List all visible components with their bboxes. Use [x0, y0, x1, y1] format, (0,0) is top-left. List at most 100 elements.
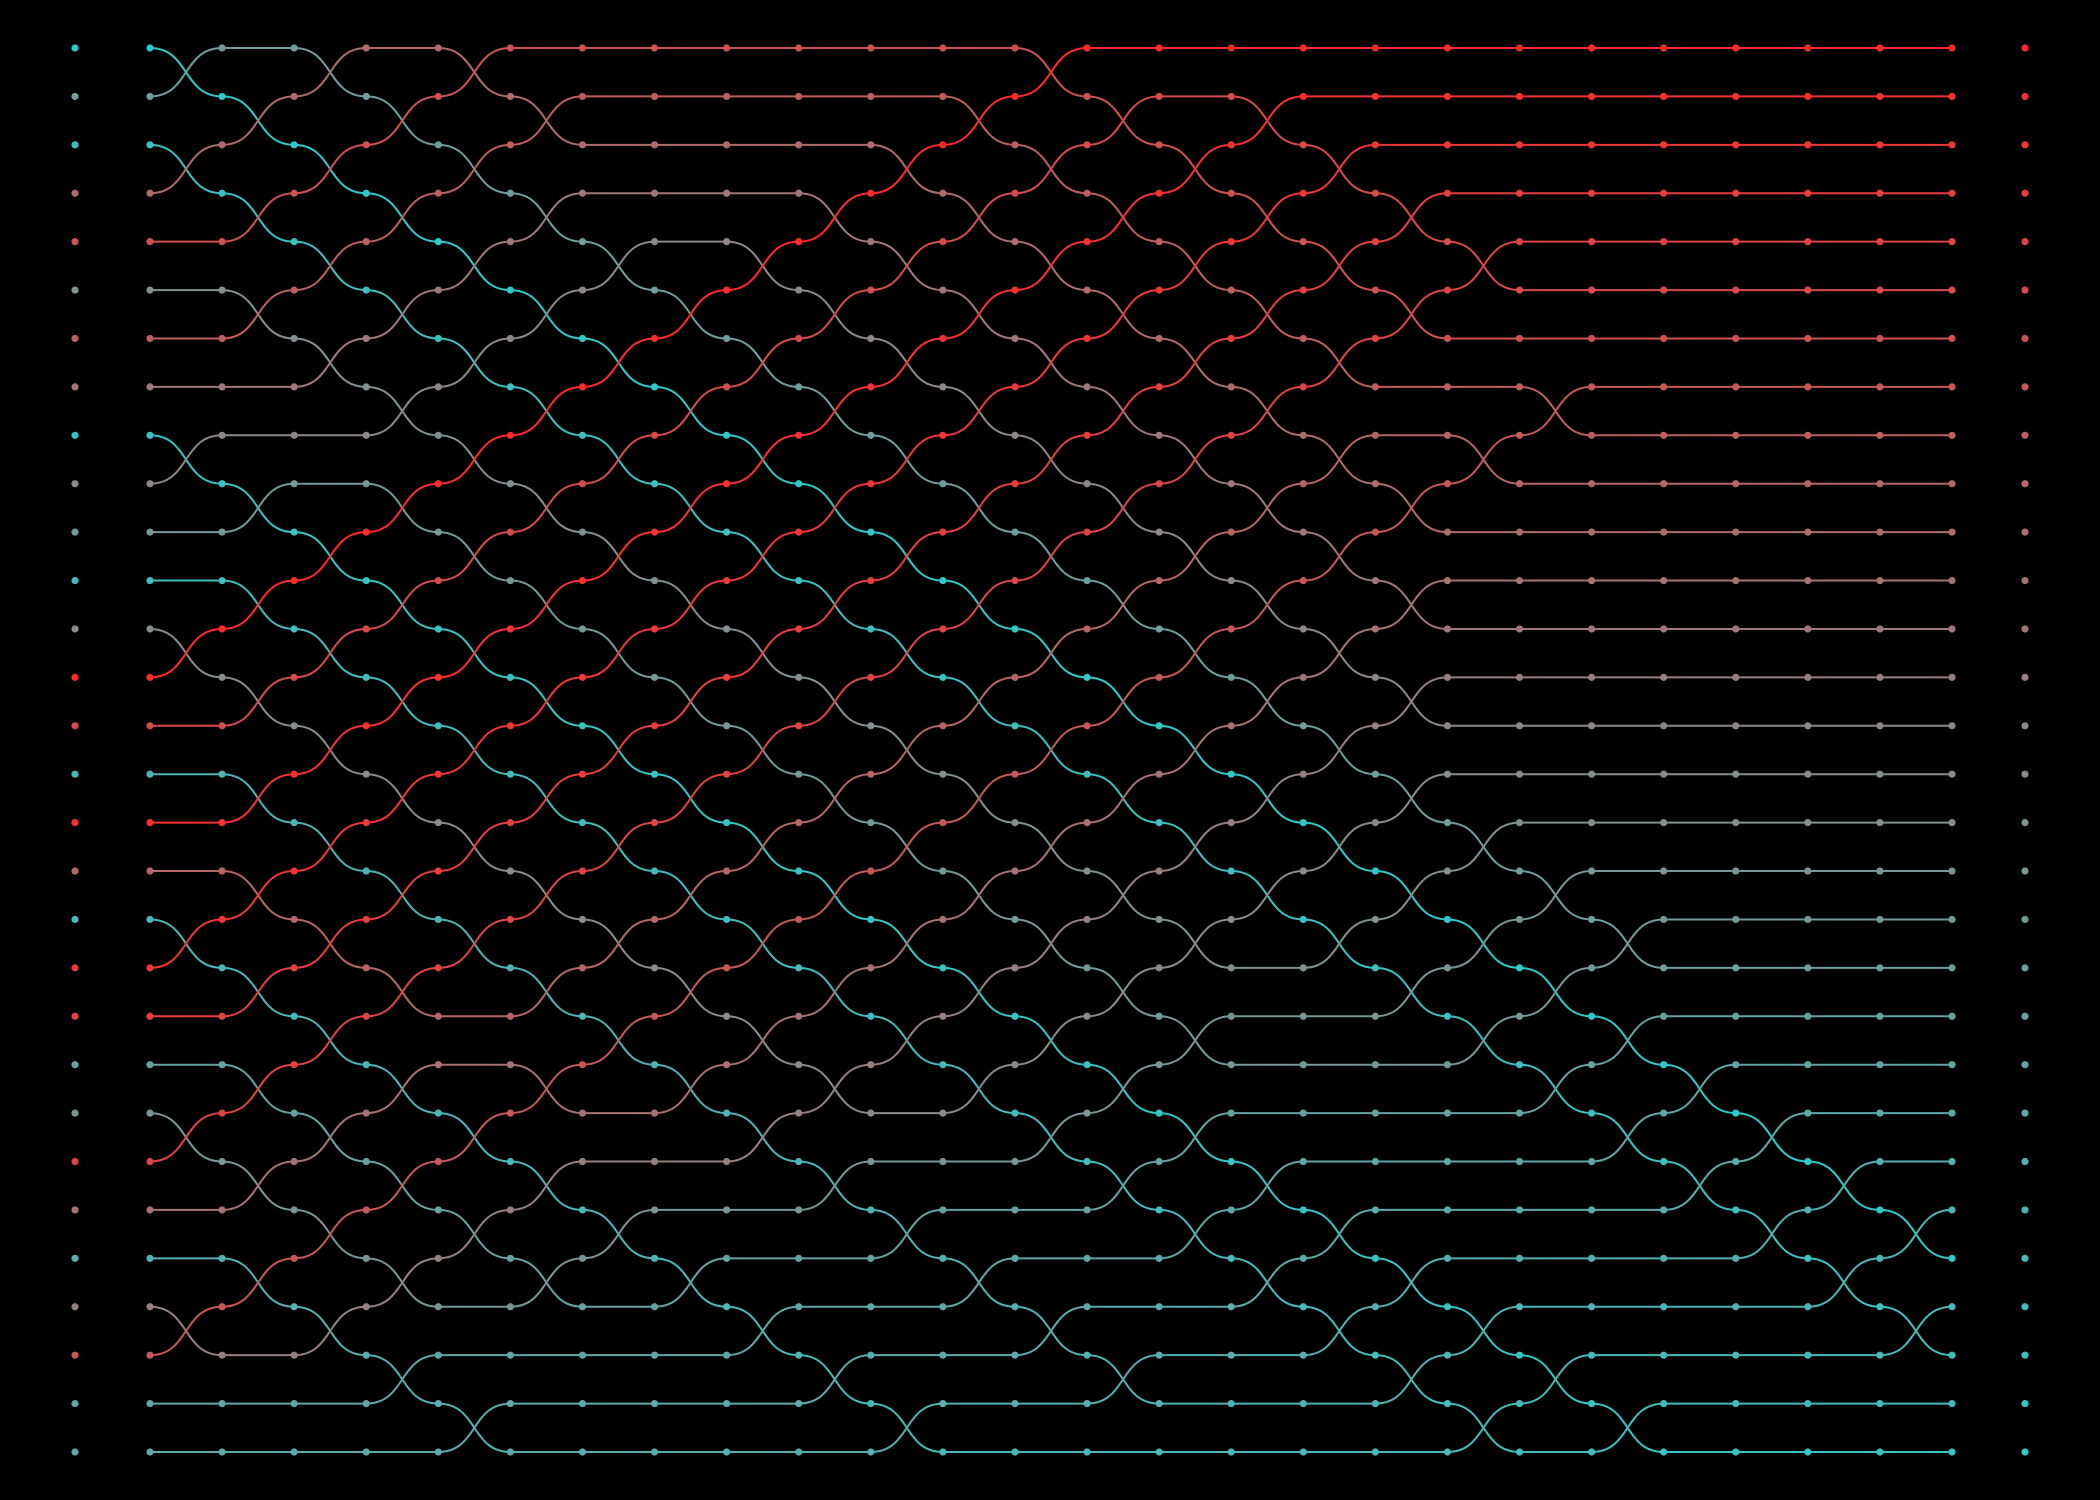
step-node [1371, 431, 1379, 439]
step-node [1011, 1399, 1019, 1408]
step-node [1011, 1448, 1019, 1456]
step-node [218, 1061, 226, 1069]
step-node [1443, 625, 1452, 633]
step-node [1588, 141, 1596, 149]
step-node [1227, 286, 1235, 294]
element-wire-1 [149, 434, 1952, 1453]
step-node [1155, 528, 1163, 536]
step-node [218, 1157, 226, 1166]
step-node [362, 1303, 370, 1311]
step-node [939, 673, 947, 681]
step-node [795, 189, 803, 197]
step-node [867, 770, 875, 778]
step-node [1443, 915, 1452, 924]
step-node [434, 334, 442, 343]
step-node [1227, 964, 1235, 972]
step-node [434, 964, 442, 972]
step-node [1155, 1303, 1163, 1311]
step-node [1371, 480, 1379, 488]
step-node [1155, 1157, 1163, 1166]
step-node [1443, 770, 1452, 778]
dot-layer [146, 44, 1956, 1456]
step-node [1155, 576, 1163, 585]
step-node [1443, 528, 1452, 536]
step-node [1948, 1109, 1956, 1117]
step-node [1948, 1012, 1956, 1020]
step-node [795, 480, 803, 488]
step-node [1299, 528, 1307, 536]
step-node [1155, 383, 1163, 391]
step-node [1011, 1109, 1019, 1117]
step-node [723, 1061, 731, 1069]
step-node [1588, 286, 1596, 294]
step-node [146, 673, 154, 681]
step-node [434, 673, 442, 681]
step-node [1948, 1303, 1956, 1311]
step-node [1948, 1399, 1956, 1408]
step-node [1011, 673, 1019, 681]
step-node [1732, 770, 1740, 778]
step-node [1227, 383, 1235, 391]
step-node [867, 1012, 875, 1020]
step-node [1227, 141, 1235, 149]
step-node [723, 141, 731, 149]
step-node [1876, 722, 1884, 730]
step-node [723, 819, 731, 827]
input-marker [71, 44, 79, 52]
step-node [1876, 1109, 1884, 1117]
step-node [1804, 238, 1812, 246]
step-node [1588, 1061, 1596, 1069]
step-node [1083, 867, 1091, 875]
step-node [1083, 1061, 1091, 1069]
step-node [650, 722, 659, 730]
step-node [1588, 44, 1596, 52]
step-node [650, 1254, 659, 1262]
step-node [1515, 1448, 1524, 1456]
step-node [1443, 1399, 1452, 1408]
step-node [1371, 1303, 1379, 1311]
step-node [1299, 1061, 1307, 1069]
step-node [1588, 189, 1596, 197]
step-node [1588, 1399, 1596, 1408]
step-node [434, 383, 442, 391]
step-node [1299, 1399, 1307, 1408]
step-node [1443, 383, 1452, 391]
step-node [1804, 286, 1812, 294]
step-node [1804, 625, 1812, 633]
step-node [1443, 92, 1452, 101]
step-node [1732, 286, 1740, 294]
step-node [578, 431, 587, 439]
step-node [146, 625, 154, 633]
step-node [1371, 141, 1379, 149]
step-node [1443, 576, 1452, 585]
step-node [578, 625, 587, 633]
step-node [1371, 383, 1379, 391]
step-node [795, 867, 803, 875]
step-node [867, 383, 875, 391]
step-node [1371, 44, 1379, 52]
step-node [1227, 528, 1235, 536]
step-node [434, 1303, 442, 1311]
step-node [1804, 1061, 1812, 1069]
step-node [290, 1351, 298, 1359]
step-node [218, 1303, 226, 1311]
step-node [1011, 480, 1019, 488]
step-node [795, 576, 803, 585]
step-node [1227, 576, 1235, 585]
step-node [1371, 819, 1379, 827]
step-node [434, 189, 442, 197]
step-node [1227, 770, 1235, 778]
step-node [146, 1303, 154, 1311]
step-node [1011, 915, 1019, 924]
step-node [1371, 238, 1379, 246]
step-node [867, 625, 875, 633]
step-node [578, 383, 587, 391]
step-node [1299, 189, 1307, 197]
step-node [218, 1012, 226, 1020]
step-node [1299, 1254, 1307, 1262]
step-node [1083, 673, 1091, 681]
step-node [1371, 576, 1379, 585]
step-node [290, 44, 298, 52]
step-node [434, 722, 442, 730]
step-node [218, 1448, 226, 1456]
